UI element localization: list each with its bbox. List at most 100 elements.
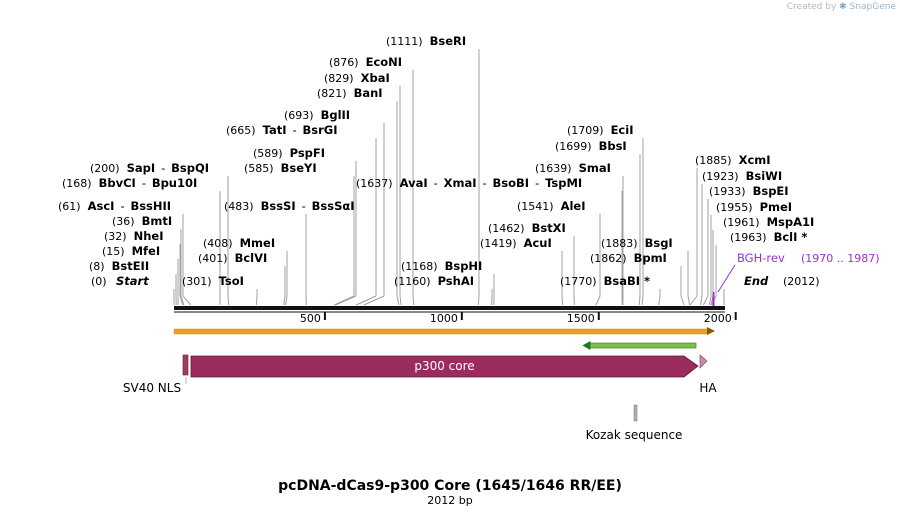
site-name-nhei[interactable]: NheI <box>134 229 164 243</box>
site-position-bglii: (693) <box>284 109 314 122</box>
site-name-bcli[interactable]: BclI * <box>774 230 808 244</box>
site-separator: - <box>302 199 306 213</box>
site-leader-end-asci <box>183 296 191 305</box>
site-leader-end-xbai <box>400 296 401 305</box>
site-name-mspa1i[interactable]: MspA1I <box>767 215 815 229</box>
site-leader-end-sapi <box>228 296 229 305</box>
site-name-pshai[interactable]: PshAI <box>438 274 474 288</box>
site-position-alei: (1541) <box>517 200 554 213</box>
site-leader-end-bsabi <box>659 296 660 305</box>
site-position-bpmi: (1862) <box>590 252 627 265</box>
site-name-avai[interactable]: AvaI <box>400 176 428 190</box>
site-name-bmti[interactable]: BmtI <box>142 214 173 228</box>
feature-ha[interactable] <box>700 355 707 368</box>
site-name-pspfi[interactable]: PspFI <box>290 146 325 160</box>
site-name-bseri[interactable]: BseRI <box>430 34 467 48</box>
site-position-mspa1i: (1961) <box>723 216 760 229</box>
orf-reverse-arrowhead <box>582 341 590 350</box>
tick-label-1000: 1000 <box>430 312 458 325</box>
site-name-bsssi[interactable]: BssSI <box>261 199 296 213</box>
site-leader-end-ecii <box>642 296 643 305</box>
map-length: 2012 bp <box>427 494 472 507</box>
site-name-bpmi[interactable]: BpmI <box>634 251 667 265</box>
site-name-avai-2[interactable]: BsoBI <box>493 176 530 190</box>
site-name-sapi[interactable]: SapI <box>127 161 156 175</box>
site-position-ecii: (1709) <box>567 124 604 137</box>
end-position: (2012) <box>783 275 820 288</box>
tick-label-2000: 2000 <box>704 312 732 325</box>
site-position-smai: (1639) <box>535 162 572 175</box>
tick-label-1500: 1500 <box>567 312 595 325</box>
orf-forward[interactable] <box>174 329 709 334</box>
site-name-acui[interactable]: AcuI <box>524 236 552 250</box>
site-name-tsoi[interactable]: TsoI <box>219 274 244 288</box>
site-name-asci[interactable]: AscI <box>88 199 115 213</box>
site-name-bglii[interactable]: BglII <box>321 108 351 122</box>
site-leader-end-bsiwi <box>701 296 702 305</box>
start-label: Start <box>116 274 149 288</box>
site-name-xbai[interactable]: XbaI <box>361 71 390 85</box>
site-leader-end-acui <box>562 296 563 305</box>
site-leader-end-bpmi <box>681 296 684 305</box>
site-name-sapi-1[interactable]: BspQI <box>171 161 209 175</box>
site-position-sapi: (200) <box>90 162 120 175</box>
map-title: pcDNA-dCas9-p300 Core (1645/1646 RR/EE) <box>278 478 622 494</box>
site-name-bspei[interactable]: BspEI <box>753 184 789 198</box>
site-position-bspei: (1933) <box>709 185 746 198</box>
site-name-ecii[interactable]: EciI <box>611 123 634 137</box>
site-name-bsteii[interactable]: BstEII <box>112 259 150 273</box>
site-name-bsssi-1[interactable]: BssSαI <box>312 199 355 213</box>
primer-label[interactable]: BGH-rev <box>737 251 785 265</box>
orf-forward-arrowhead <box>707 327 715 335</box>
site-position-bmti: (36) <box>112 215 135 228</box>
site-name-mmei[interactable]: MmeI <box>240 236 276 250</box>
feature-label-kozak: Kozak sequence <box>586 428 683 442</box>
site-position-bsabi: (1770) <box>560 275 597 288</box>
orf-reverse[interactable] <box>588 343 696 348</box>
site-name-bclvi[interactable]: BclVI <box>235 251 268 265</box>
credit-brand[interactable]: SnapGene <box>850 2 896 12</box>
site-name-tati-1[interactable]: BsrGI <box>303 123 338 137</box>
site-name-econi[interactable]: EcoNI <box>366 55 402 69</box>
site-name-tati[interactable]: TatI <box>263 123 287 137</box>
site-position-bstxi: (1462) <box>488 222 525 235</box>
site-name-bsphi[interactable]: BspHI <box>445 259 483 273</box>
site-name-avai-1[interactable]: XmaI <box>444 176 477 190</box>
site-name-bbsi[interactable]: BbsI <box>599 139 627 153</box>
site-position-xcmi: (1885) <box>695 154 732 167</box>
site-name-bbvci[interactable]: BbvCI <box>99 176 136 190</box>
site-position-bseyi: (585) <box>244 162 274 175</box>
site-name-bstxi[interactable]: BstXI <box>532 221 566 235</box>
site-leader-end-bbsi <box>639 296 640 305</box>
feature-sv40-nls[interactable] <box>183 355 188 375</box>
site-name-asci-1[interactable]: BssHII <box>130 199 171 213</box>
feature-label-sv40-nls: SV40 NLS <box>123 381 181 395</box>
site-name-bsgi[interactable]: BsgI <box>645 236 673 250</box>
site-name-bani[interactable]: BanI <box>354 86 383 100</box>
site-name-avai-3[interactable]: TspMI <box>545 176 582 190</box>
site-name-smai[interactable]: SmaI <box>579 161 611 175</box>
site-separator: - <box>434 176 438 190</box>
feature-label-p300-core: p300 core <box>414 359 474 373</box>
end-label: End <box>744 274 769 288</box>
feature-kozak[interactable] <box>634 405 637 421</box>
site-name-xcmi[interactable]: XcmI <box>739 153 771 167</box>
site-leader-end-alei <box>596 296 600 305</box>
site-leader-end-econi <box>413 296 414 305</box>
site-position-bsssi: (483) <box>224 200 254 213</box>
site-position-mmei: (408) <box>203 237 233 250</box>
site-name-pmei[interactable]: PmeI <box>760 200 793 214</box>
site-name-bseyi[interactable]: BseYI <box>281 161 317 175</box>
site-name-bsiwi[interactable]: BsiWI <box>746 169 783 183</box>
site-name-alei[interactable]: AleI <box>561 199 586 213</box>
site-leader-end-tsoi <box>256 296 257 305</box>
site-leader-end-bclvi <box>284 296 285 305</box>
site-position-bcli: (1963) <box>730 231 767 244</box>
site-position-bsphi: (1168) <box>401 260 438 273</box>
site-name-mfei[interactable]: MfeI <box>132 244 161 258</box>
site-position-bbsi: (1699) <box>555 140 592 153</box>
site-position-bbvci: (168) <box>62 177 92 190</box>
site-name-bsabi[interactable]: BsaBI * <box>604 274 650 288</box>
site-name-bbvci-1[interactable]: Bpu10I <box>152 176 197 190</box>
